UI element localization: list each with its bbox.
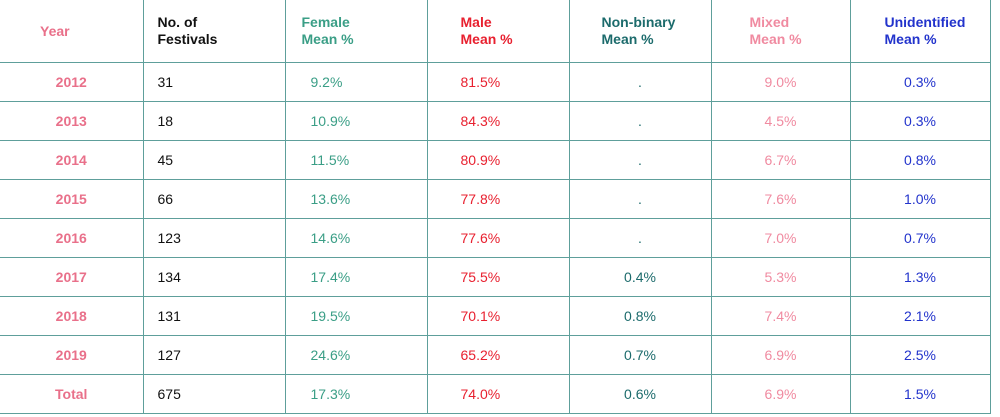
table-cell: 2016 bbox=[0, 218, 144, 258]
table-cell: 77.6% bbox=[426, 218, 570, 258]
table-cell: . bbox=[568, 218, 712, 258]
table-cell: 2.5% bbox=[849, 335, 991, 375]
table-cell: 4.5% bbox=[710, 101, 851, 141]
header-cell: Non-binary Mean % bbox=[568, 0, 712, 63]
table-cell: 0.4% bbox=[568, 257, 712, 297]
table-cell: 19.5% bbox=[284, 296, 428, 336]
table-row: Total 675 17.3% 74.0% 0.6% 6.9% 1.5% bbox=[0, 374, 991, 414]
table-row: 2018 131 19.5% 70.1% 0.8% 7.4% 2.1% bbox=[0, 296, 991, 336]
table-cell: Total bbox=[0, 374, 144, 414]
table-cell: 18 bbox=[142, 101, 286, 141]
table-cell: 24.6% bbox=[284, 335, 428, 375]
table-cell: 1.5% bbox=[849, 374, 991, 414]
table-cell: 14.6% bbox=[284, 218, 428, 258]
table-cell: 5.3% bbox=[710, 257, 851, 297]
table-cell: 10.9% bbox=[284, 101, 428, 141]
table-row: 2013 18 10.9% 84.3%. 4.5% 0.3% bbox=[0, 101, 991, 141]
header-row: Year No. of Festivals Female Mean % Male Me… bbox=[0, 0, 991, 63]
table-cell: 6.7% bbox=[710, 140, 851, 180]
table-cell: 17.4% bbox=[284, 257, 428, 297]
table-cell: 0.7% bbox=[849, 218, 991, 258]
table-cell: 0.8% bbox=[568, 296, 712, 336]
table-cell: . bbox=[568, 140, 712, 180]
table-cell: 17.3% bbox=[284, 374, 428, 414]
table-cell: 123 bbox=[142, 218, 286, 258]
table-cell: 81.5% bbox=[426, 62, 570, 102]
table-cell: . bbox=[568, 62, 712, 102]
table-cell: 1.0% bbox=[849, 179, 991, 219]
table-cell: 0.3% bbox=[849, 62, 991, 102]
table-cell: 2012 bbox=[0, 62, 144, 102]
table-cell: 65.2% bbox=[426, 335, 570, 375]
table-cell: 6.9% bbox=[710, 335, 851, 375]
header-cell: Unidentified Mean % bbox=[849, 0, 991, 63]
table-cell: 31 bbox=[142, 62, 286, 102]
table-body: 2012 31 9.2% 81.5%. 9.0% 0.3% 2013 18 10.9% 84.3%… bbox=[0, 62, 991, 414]
table-row: 2019 127 24.6% 65.2% 0.7% 6.9% 2.5% bbox=[0, 335, 991, 375]
table-cell: 0.6% bbox=[568, 374, 712, 414]
table-cell: 2017 bbox=[0, 257, 144, 297]
header-cell: No. of Festivals bbox=[142, 0, 286, 63]
table-cell: 127 bbox=[142, 335, 286, 375]
table-cell: 7.0% bbox=[710, 218, 851, 258]
table-cell: 2015 bbox=[0, 179, 144, 219]
header-cell: Mixed Mean % bbox=[710, 0, 851, 63]
table-cell: 13.6% bbox=[284, 179, 428, 219]
table-row: 2014 45 11.5% 80.9%. 6.7% 0.8% bbox=[0, 140, 991, 180]
table-row: 2015 66 13.6% 77.8%. 7.6% 1.0% bbox=[0, 179, 991, 219]
table-cell: 7.6% bbox=[710, 179, 851, 219]
table-row: 2017 134 17.4% 75.5% 0.4% 5.3% 1.3% bbox=[0, 257, 991, 297]
table-cell: 2013 bbox=[0, 101, 144, 141]
table-cell: 0.3% bbox=[849, 101, 991, 141]
table-cell: 75.5% bbox=[426, 257, 570, 297]
table-cell: 70.1% bbox=[426, 296, 570, 336]
table-cell: 7.4% bbox=[710, 296, 851, 336]
table-cell: 9.2% bbox=[284, 62, 428, 102]
table-cell: 2018 bbox=[0, 296, 144, 336]
table-row: 2012 31 9.2% 81.5%. 9.0% 0.3% bbox=[0, 62, 991, 102]
table-cell: 675 bbox=[142, 374, 286, 414]
header-cell: Male Mean % bbox=[426, 0, 570, 63]
table-cell: . bbox=[568, 101, 712, 141]
table-cell: 1.3% bbox=[849, 257, 991, 297]
table-cell: 9.0% bbox=[710, 62, 851, 102]
table-cell: 80.9% bbox=[426, 140, 570, 180]
table-cell: 2.1% bbox=[849, 296, 991, 336]
table-cell: 11.5% bbox=[284, 140, 428, 180]
table-cell: 2014 bbox=[0, 140, 144, 180]
table-cell: 131 bbox=[142, 296, 286, 336]
header-cell: Female Mean % bbox=[284, 0, 428, 63]
table-cell: 77.8% bbox=[426, 179, 570, 219]
header-cell: Year bbox=[0, 0, 144, 63]
table-cell: 0.8% bbox=[849, 140, 991, 180]
table-cell: 66 bbox=[142, 179, 286, 219]
table-cell: 6.9% bbox=[710, 374, 851, 414]
table-row: 2016 123 14.6% 77.6%. 7.0% 0.7% bbox=[0, 218, 991, 258]
table-cell: 2019 bbox=[0, 335, 144, 375]
table-cell: 84.3% bbox=[426, 101, 570, 141]
table-cell: . bbox=[568, 179, 712, 219]
table-cell: 74.0% bbox=[426, 374, 570, 414]
table-cell: 45 bbox=[142, 140, 286, 180]
table-cell: 0.7% bbox=[568, 335, 712, 375]
table-cell: 134 bbox=[142, 257, 286, 297]
